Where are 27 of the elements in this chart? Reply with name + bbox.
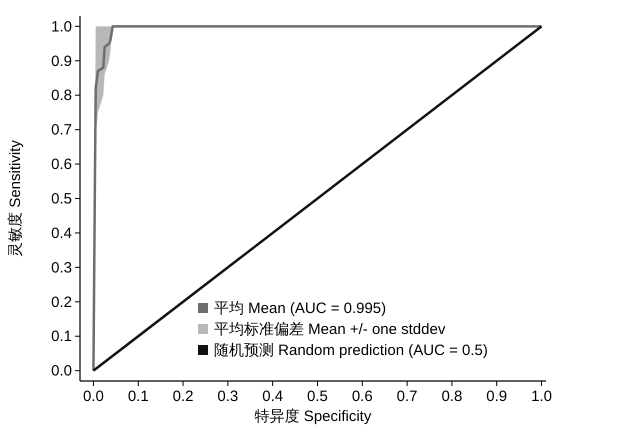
x-tick-label: 0.9: [486, 388, 508, 405]
x-tick-label: 1.0: [531, 388, 552, 405]
y-tick-label: 0.6: [51, 156, 72, 174]
y-tick-label: 0.0: [51, 362, 72, 380]
x-tick-label: 0.4: [262, 388, 284, 405]
x-tick-label: 0.6: [352, 388, 373, 405]
y-tick-label: 0.3: [51, 259, 72, 276]
y-axis-title: 灵敏度 Sensitivity: [7, 140, 24, 257]
y-tick-label: 0.9: [51, 52, 72, 70]
y-tick-label: 0.8: [51, 87, 72, 104]
y-tick-label: 0.7: [51, 122, 72, 139]
y-tick-label: 0.1: [51, 328, 72, 346]
x-axis-title: 特异度 Specificity: [254, 408, 372, 425]
x-tick-label: 0.7: [396, 388, 418, 405]
x-tick-label: 0.2: [172, 388, 194, 405]
legend-label: 随机预测 Random prediction (AUC = 0.5): [214, 342, 488, 359]
y-tick-label: 0.2: [51, 294, 72, 311]
legend-label: 平均 Mean (AUC = 0.995): [214, 300, 386, 317]
x-tick-label: 0.3: [217, 388, 238, 405]
legend-label: 平均标准偏差 Mean +/- one stddev: [214, 321, 446, 338]
y-tick-label: 0.5: [51, 190, 72, 208]
x-tick-label: 0.0: [83, 388, 104, 405]
x-tick-label: 0.5: [307, 388, 328, 405]
y-tick-label: 1.0: [51, 18, 72, 36]
x-tick-label: 0.1: [128, 388, 149, 405]
y-tick-label: 0.4: [51, 224, 72, 242]
x-tick-label: 0.8: [441, 388, 462, 405]
